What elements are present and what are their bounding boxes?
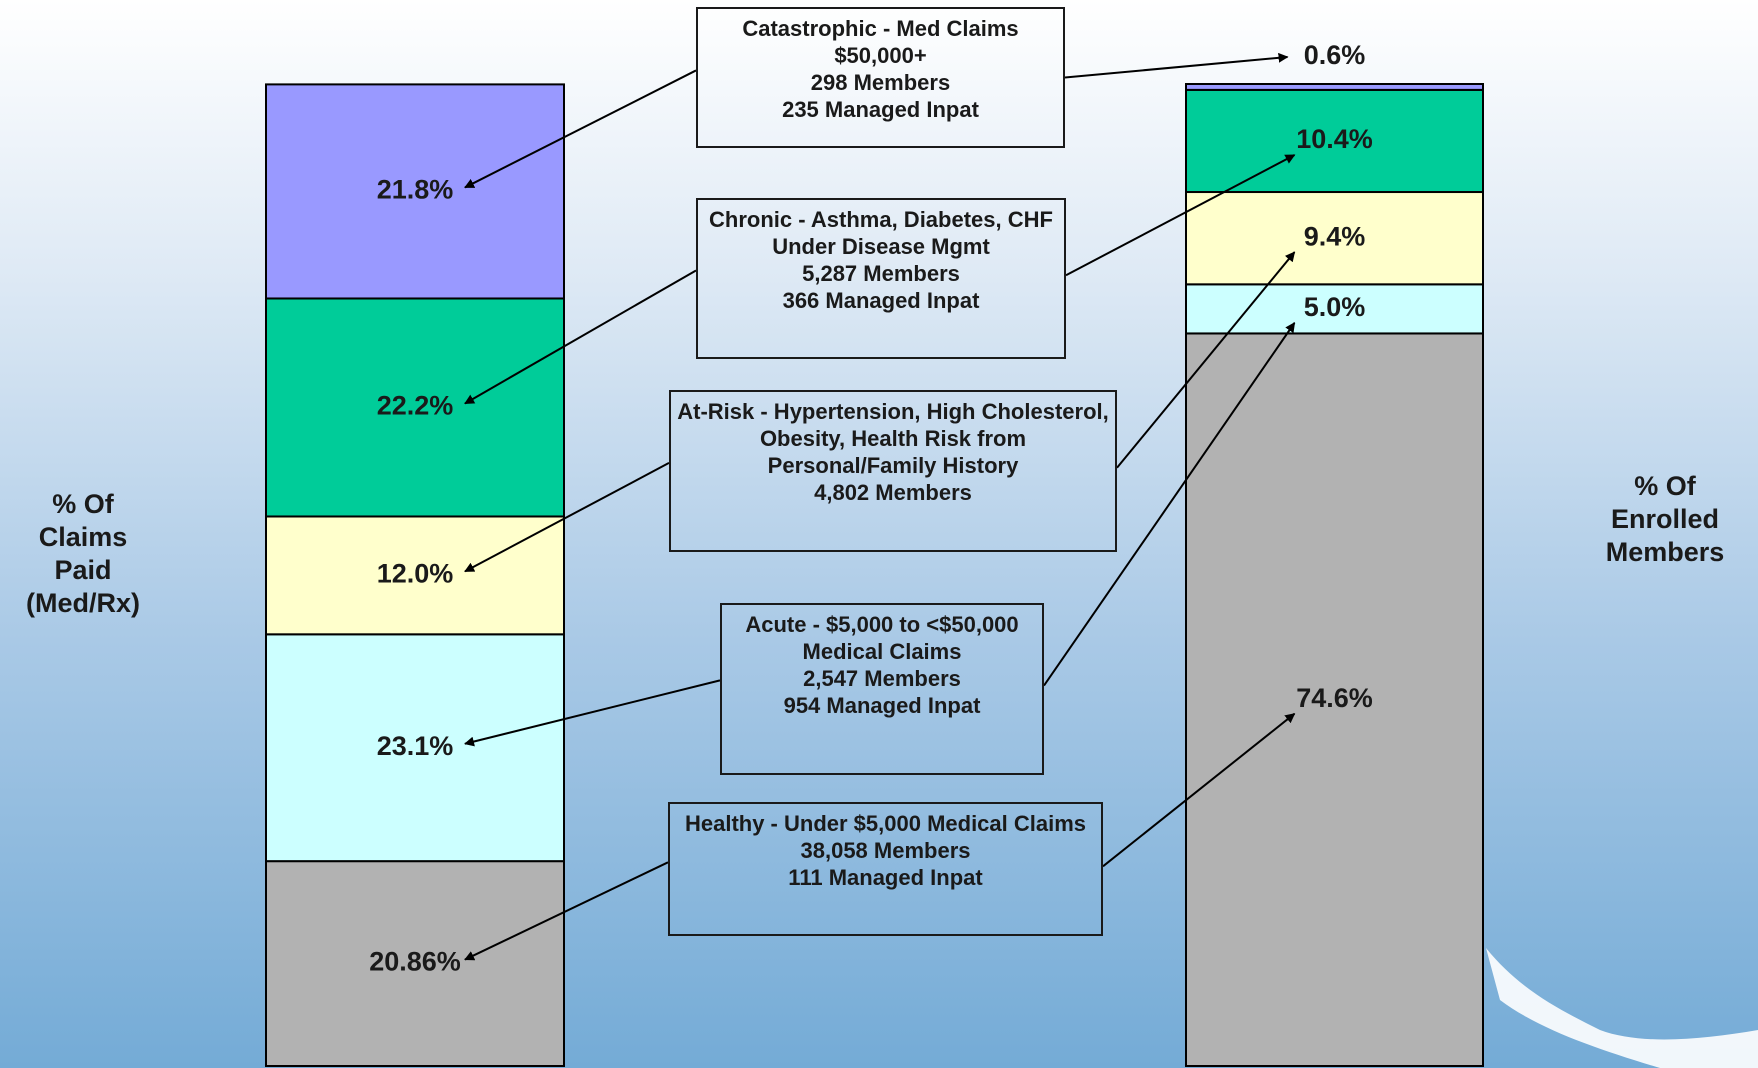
series-name: Acute - $5,000 to <$50,000 Medical Claim…: [728, 611, 1036, 665]
callout-box: Acute - $5,000 to <$50,000 Medical Claim…: [720, 603, 1044, 775]
series-detail: 38,058 Members: [676, 837, 1095, 864]
series-detail: Under Disease Mgmt: [704, 233, 1058, 260]
series-name: Healthy - Under $5,000 Medical Claims: [676, 810, 1095, 837]
series-name: At-Risk - Hypertension, High Cholesterol…: [677, 398, 1109, 479]
value-label: 74.6%: [1296, 683, 1373, 713]
series-detail: 235 Managed Inpat: [704, 96, 1057, 123]
value-label: 12.0%: [377, 559, 454, 589]
value-label: 5.0%: [1304, 292, 1366, 322]
arrow: [1065, 57, 1288, 78]
value-label: 22.2%: [377, 391, 454, 421]
series-detail: 5,287 Members: [704, 260, 1058, 287]
series-detail: 366 Managed Inpat: [704, 287, 1058, 314]
series-detail: 298 Members: [704, 69, 1057, 96]
series-detail: 4,802 Members: [677, 479, 1109, 506]
value-label: 9.4%: [1304, 221, 1366, 251]
series-detail: 2,547 Members: [728, 665, 1036, 692]
series-detail: 954 Managed Inpat: [728, 692, 1036, 719]
value-label: 20.86%: [369, 947, 461, 977]
value-label: 10.4%: [1296, 124, 1373, 154]
category-label: % Of Claims Paid (Med/Rx): [8, 488, 158, 620]
category-label: % Of Enrolled Members: [1585, 470, 1745, 569]
callout-box: Catastrophic - Med Claims$50,000+298 Mem…: [696, 7, 1065, 148]
bar-segment: [1186, 84, 1483, 90]
value-label: 21.8%: [377, 175, 454, 205]
series-name: Chronic - Asthma, Diabetes, CHF: [704, 206, 1058, 233]
callout-box: At-Risk - Hypertension, High Cholesterol…: [669, 390, 1117, 552]
series-detail: $50,000+: [704, 42, 1057, 69]
slide: {"chart_data": { "type": "stacked-bar", …: [0, 0, 1758, 1068]
series-name: Catastrophic - Med Claims: [704, 15, 1057, 42]
value-label: 23.1%: [377, 731, 454, 761]
value-label: 0.6%: [1304, 40, 1366, 70]
decoration: [1486, 948, 1758, 1068]
series-detail: 111 Managed Inpat: [676, 864, 1095, 891]
